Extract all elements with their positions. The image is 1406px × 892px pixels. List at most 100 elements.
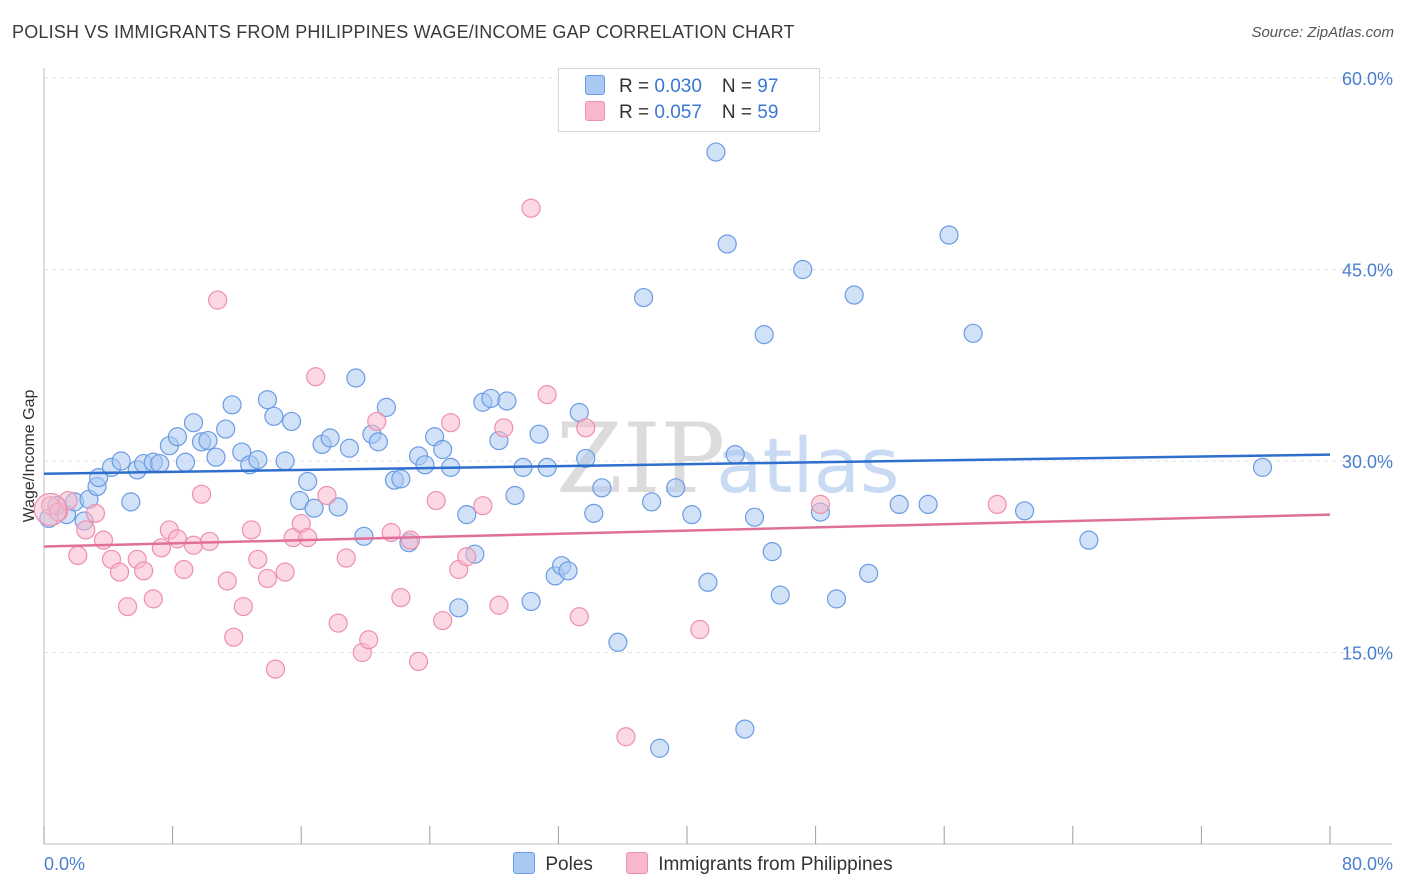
data-point xyxy=(111,451,131,471)
data-point xyxy=(584,503,604,523)
y-tick-label: 45.0% xyxy=(1342,261,1393,281)
legend-r-value-philippines: 0.057 xyxy=(654,102,702,123)
legend-swatch-philippines xyxy=(585,101,605,121)
data-point xyxy=(826,589,847,609)
y-tick-label: 30.0% xyxy=(1342,452,1393,472)
x-tick-label-max: 80.0% xyxy=(1342,854,1393,874)
data-point xyxy=(320,428,340,448)
data-point xyxy=(650,738,670,758)
data-point xyxy=(150,453,170,474)
data-point xyxy=(68,545,88,566)
data-point xyxy=(735,719,755,739)
data-point xyxy=(505,485,525,506)
data-point xyxy=(257,390,278,410)
data-point xyxy=(304,498,324,518)
trend-line-0 xyxy=(43,453,1331,476)
legend-swatch-philippines xyxy=(626,852,649,874)
legend-item-poles: Poles xyxy=(513,852,593,876)
data-point xyxy=(346,368,366,388)
data-points xyxy=(33,142,1273,758)
data-point xyxy=(859,563,879,583)
data-point xyxy=(682,505,702,525)
data-point xyxy=(576,448,596,469)
data-point xyxy=(744,507,765,527)
data-point xyxy=(76,520,96,540)
data-point xyxy=(167,427,188,447)
data-point xyxy=(963,323,983,343)
data-point xyxy=(1014,501,1035,521)
data-point xyxy=(698,572,718,592)
data-point xyxy=(1079,530,1099,550)
data-point xyxy=(175,452,196,472)
data-point xyxy=(198,430,218,451)
data-point xyxy=(216,419,236,439)
data-point xyxy=(473,496,493,516)
data-point xyxy=(616,727,636,747)
data-point xyxy=(275,451,295,471)
data-point xyxy=(206,447,226,467)
data-point xyxy=(317,485,337,506)
legend-r-label: R = xyxy=(619,76,655,97)
y-axis-label: Wage/Income Gap xyxy=(21,390,38,523)
data-point xyxy=(359,630,379,650)
data-point xyxy=(529,424,549,444)
data-point xyxy=(339,438,360,458)
data-point xyxy=(537,385,557,405)
chart-source: Source: ZipAtlas.com xyxy=(1251,24,1394,41)
data-point xyxy=(457,547,477,567)
legend-row-poles: R = 0.030 N = 97 xyxy=(585,75,778,99)
data-point xyxy=(558,561,578,581)
data-point xyxy=(376,397,396,417)
data-point xyxy=(233,596,253,617)
data-point xyxy=(208,290,228,310)
chart-title: POLISH VS IMMIGRANTS FROM PHILIPPINES WA… xyxy=(12,22,795,42)
data-point xyxy=(265,659,286,679)
data-point xyxy=(298,471,318,492)
data-point xyxy=(400,530,421,550)
legend-label-philippines: Immigrants from Philippines xyxy=(658,854,893,875)
data-point xyxy=(281,411,302,432)
data-point xyxy=(706,142,726,162)
data-point xyxy=(134,561,154,581)
trend-line-1 xyxy=(43,513,1331,548)
data-point xyxy=(939,225,959,245)
data-point xyxy=(642,492,662,512)
data-point xyxy=(275,562,295,582)
legend-n-label: N = xyxy=(721,76,758,97)
data-point xyxy=(918,494,938,515)
data-point xyxy=(85,503,106,523)
data-point xyxy=(264,406,284,426)
legend-row-philippines: R = 0.057 N = 59 xyxy=(585,101,778,125)
y-tick-label: 15.0% xyxy=(1342,644,1393,664)
data-point xyxy=(481,388,501,409)
data-point xyxy=(143,589,163,609)
data-point xyxy=(457,505,477,525)
data-point xyxy=(298,527,318,548)
data-point xyxy=(576,418,596,438)
legend-n-value-philippines: 59 xyxy=(757,102,779,123)
data-point xyxy=(58,490,78,511)
data-point xyxy=(336,548,356,568)
data-point xyxy=(368,432,388,452)
trend-lines xyxy=(43,453,1331,548)
data-point xyxy=(167,529,188,549)
data-point xyxy=(690,619,710,640)
data-point xyxy=(354,526,374,546)
data-point xyxy=(762,542,782,562)
watermark-atlas: atlas xyxy=(716,421,900,510)
data-point xyxy=(224,627,244,647)
data-point xyxy=(408,651,429,672)
data-point xyxy=(248,450,268,470)
data-point xyxy=(725,445,745,465)
axis-labels: 15.0% 30.0% 45.0% 60.0% 0.0% 80.0% Wage/Income… xyxy=(21,69,1393,874)
stats-legend: R = 0.030 N = 97 R = 0.057 N = 59 xyxy=(558,68,820,132)
data-point xyxy=(592,478,612,498)
data-point xyxy=(191,484,212,504)
data-point xyxy=(633,287,654,308)
data-point xyxy=(174,559,194,580)
data-point xyxy=(793,259,813,280)
data-point xyxy=(415,455,435,475)
legend-item-philippines: Immigrants from Philippines xyxy=(626,852,893,876)
data-point xyxy=(306,367,326,387)
data-point xyxy=(426,490,446,511)
